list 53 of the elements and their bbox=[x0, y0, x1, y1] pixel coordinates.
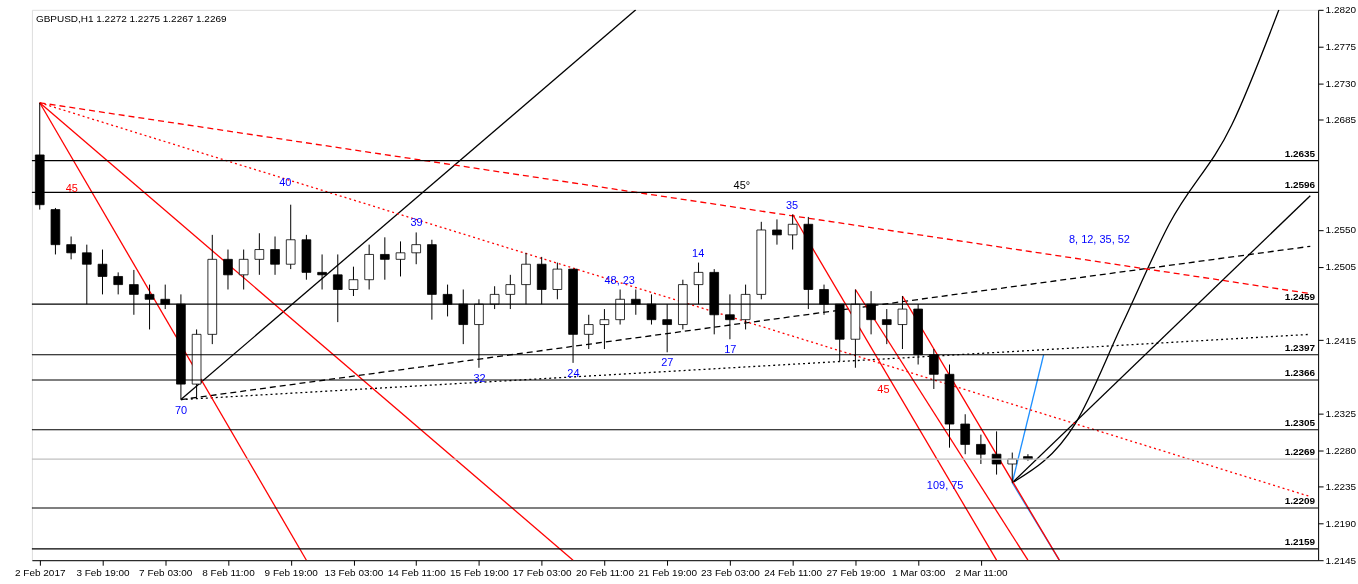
y-tick-label: 1.2550 bbox=[1325, 224, 1357, 236]
ref-line-label: 1.2366 bbox=[1284, 367, 1316, 379]
x-tick-label: 24 Feb 11:00 bbox=[764, 566, 823, 578]
ref-line-label: 1.2269 bbox=[1284, 446, 1316, 458]
annotation: 40 bbox=[279, 176, 292, 189]
annotation: 39 bbox=[410, 216, 423, 229]
x-tick-label: 1 Mar 03:00 bbox=[892, 566, 946, 578]
ref-line-label: 1.2459 bbox=[1284, 291, 1316, 303]
x-tick-label: 20 Feb 11:00 bbox=[575, 566, 635, 578]
ref-line-label: 1.2305 bbox=[1284, 416, 1316, 428]
annotation: 24 bbox=[567, 366, 580, 379]
annotation: 45° bbox=[733, 178, 751, 191]
y-tick-label: 1.2820 bbox=[1325, 4, 1357, 16]
x-tick-label: 17 Feb 03:00 bbox=[512, 566, 573, 578]
y-tick-label: 1.2235 bbox=[1325, 481, 1357, 493]
y-tick-label: 1.2775 bbox=[1325, 41, 1357, 53]
annotation: 109, 75 bbox=[926, 479, 964, 492]
annotation: 45 bbox=[877, 382, 890, 395]
annotation: 45 bbox=[65, 181, 78, 194]
x-tick-label: 27 Feb 19:00 bbox=[826, 566, 886, 578]
ref-line-label: 1.2635 bbox=[1284, 147, 1316, 159]
x-tick-label: 15 Feb 19:00 bbox=[450, 566, 510, 578]
x-tick-label: 2 Feb 2017 bbox=[15, 566, 66, 578]
x-tick-label: 21 Feb 19:00 bbox=[638, 566, 698, 578]
annotation: 8, 12, 35, 52 bbox=[1069, 232, 1130, 245]
annotation: 48, 23 bbox=[604, 273, 635, 286]
y-tick-label: 1.2415 bbox=[1325, 334, 1357, 346]
y-tick-label: 1.2505 bbox=[1325, 261, 1357, 273]
y-tick-label: 1.2190 bbox=[1325, 518, 1357, 529]
x-tick-label: 2 Mar 11:00 bbox=[955, 566, 1009, 578]
x-tick-label: 8 Feb 11:00 bbox=[202, 566, 256, 578]
x-tick-label: 7 Feb 03:00 bbox=[139, 566, 193, 578]
chart-title: GBPUSD,H1 1.2272 1.2275 1.2267 1.2269 bbox=[35, 12, 227, 24]
y-tick-label: 1.2145 bbox=[1325, 554, 1357, 566]
x-tick-label: 23 Feb 03:00 bbox=[701, 566, 761, 578]
x-tick-label: 3 Feb 19:00 bbox=[76, 566, 131, 578]
annotation: 14 bbox=[692, 246, 705, 259]
x-tick-label: 13 Feb 03:00 bbox=[324, 566, 384, 578]
x-tick-label: 14 Feb 11:00 bbox=[387, 566, 447, 578]
annotation: 35 bbox=[785, 198, 799, 211]
annotation: 27 bbox=[661, 356, 674, 369]
y-tick-label: 1.2280 bbox=[1325, 444, 1357, 456]
ref-line-label: 1.2159 bbox=[1284, 535, 1316, 547]
ref-line-label: 1.2209 bbox=[1284, 495, 1316, 507]
annotation: 32 bbox=[473, 371, 486, 384]
y-tick-label: 1.2730 bbox=[1325, 77, 1357, 89]
ref-line-label: 1.2596 bbox=[1284, 179, 1316, 191]
annotation: 70 bbox=[175, 403, 188, 416]
ref-line-label: 1.2397 bbox=[1284, 341, 1316, 353]
annotation: 17 bbox=[724, 343, 737, 356]
y-tick-label: 1.2685 bbox=[1325, 114, 1357, 126]
y-tick-label: 1.2325 bbox=[1325, 407, 1357, 419]
x-tick-label: 9 Feb 19:00 bbox=[264, 566, 319, 578]
